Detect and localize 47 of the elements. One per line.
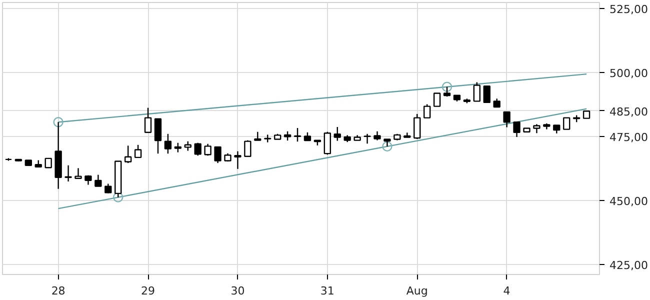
candlestick xyxy=(164,133,172,154)
y-tick-label: 450,00 xyxy=(610,194,648,208)
line-series xyxy=(58,108,588,210)
candlestick xyxy=(563,117,570,130)
candlestick xyxy=(144,107,152,133)
candlestick xyxy=(124,145,132,164)
y-tick-label: 475,00 xyxy=(610,130,648,144)
candlestick xyxy=(204,143,212,156)
y-tick-label: 425,00 xyxy=(610,258,648,272)
candlestick xyxy=(184,140,192,152)
candlestick xyxy=(414,113,421,140)
x-tick-label: 4 xyxy=(503,284,510,298)
candlestick xyxy=(154,118,162,154)
candlestick xyxy=(244,140,252,157)
candlestick xyxy=(513,122,520,138)
point xyxy=(382,141,392,152)
candlestick xyxy=(94,174,102,187)
candlestick xyxy=(194,142,202,156)
candlestick xyxy=(473,82,480,102)
candlestick xyxy=(64,164,72,182)
candlestick xyxy=(174,142,182,153)
candlestick xyxy=(423,104,431,118)
x-tick-label: 29 xyxy=(141,284,156,298)
y-tick-label: 485,00 xyxy=(610,105,648,118)
candlestick xyxy=(44,158,52,168)
x-tick-label: 30 xyxy=(230,284,245,298)
candlestick xyxy=(234,150,242,170)
candlestick xyxy=(483,85,490,104)
candlestick xyxy=(324,131,331,156)
point xyxy=(113,192,124,202)
candlestick xyxy=(74,168,82,179)
candlestick xyxy=(134,144,142,158)
candlestick xyxy=(284,130,292,142)
candlestick xyxy=(503,111,510,128)
x-tick-label: 28 xyxy=(51,284,66,298)
candlestick xyxy=(364,133,371,144)
candlestick xyxy=(104,183,112,194)
point xyxy=(442,82,452,92)
x-tick-label: 31 xyxy=(320,284,334,298)
y-tick-label: 500,00 xyxy=(610,67,648,80)
candlestick xyxy=(433,92,441,107)
point xyxy=(53,117,64,128)
y-tick-label: 525,00 xyxy=(610,3,648,16)
candlestick xyxy=(214,146,222,164)
candlestick xyxy=(294,127,302,142)
x-tick-label: Aug xyxy=(406,284,428,298)
candlestick xyxy=(334,126,341,142)
